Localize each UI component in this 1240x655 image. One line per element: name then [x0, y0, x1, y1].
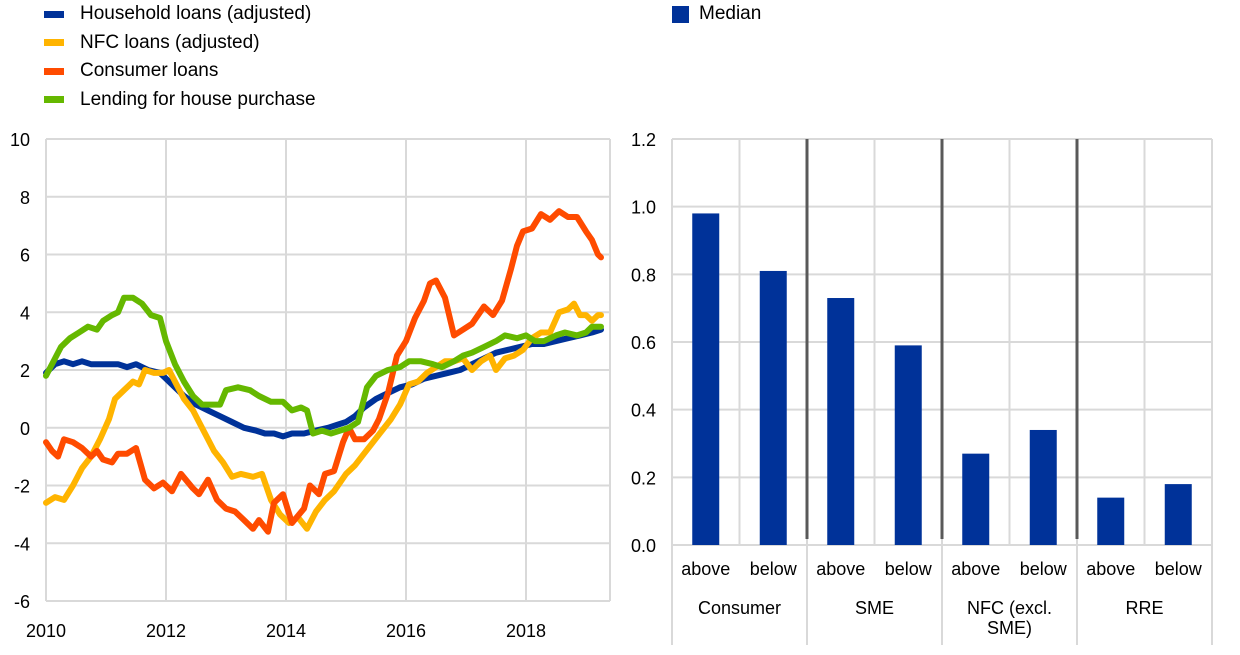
- line-chart-legend: Household loans (adjusted) NFC loans (ad…: [44, 0, 316, 114]
- y-tick-label: 0.2: [631, 468, 656, 488]
- x-tick-label: 2010: [26, 621, 66, 641]
- category-label: below: [1155, 559, 1203, 579]
- x-tick-label: 2012: [146, 621, 186, 641]
- bar-chart: 0.0 0.2 0.4 0.6 0.8 1.0 1.2 above below above belo…: [631, 130, 1213, 645]
- y-tick-label: 0: [20, 419, 30, 439]
- legend-swatch-household: [44, 10, 64, 18]
- y-tick-label: 10: [10, 130, 30, 150]
- y-tick-label: -2: [14, 477, 30, 497]
- series-line-consumer-loans: [43, 208, 604, 535]
- x-tick-label: 2014: [266, 621, 306, 641]
- bar-nfc-excl-sme-below: [1029, 429, 1057, 545]
- category-label: above: [816, 559, 865, 579]
- x-tick-label: 2018: [506, 621, 546, 641]
- legend-item-nfc: NFC loans (adjusted): [44, 29, 316, 58]
- legend-swatch-consumer: [44, 67, 64, 75]
- legend-swatch-median: [672, 5, 689, 23]
- legend-item-house-purchase: Lending for house purchase: [44, 86, 316, 115]
- legend-label-median: Median: [699, 3, 762, 24]
- legend-swatch-nfc: [44, 39, 64, 47]
- line-chart: -6 -4 -2 0 2 4 6 8 10 2010 2012 2014 2016 2018: [10, 130, 611, 641]
- bar-sme-below: [894, 345, 922, 545]
- legend-item-household: Household loans (adjusted): [44, 0, 316, 29]
- legend-swatch-house-purchase: [44, 96, 64, 104]
- bar-rre-below: [1164, 484, 1192, 545]
- y-tick-label: 8: [20, 188, 30, 208]
- group-label: SME: [855, 598, 894, 618]
- y-tick-label: 6: [20, 246, 30, 266]
- y-tick-label: 1.2: [631, 130, 656, 150]
- series-line-lending-for-house-purchase: [43, 294, 604, 437]
- bar-consumer-above: [692, 213, 720, 545]
- category-label: above: [681, 559, 730, 579]
- legend-label-house-purchase: Lending for house purchase: [80, 88, 316, 110]
- legend-label-nfc: NFC loans (adjusted): [80, 31, 260, 53]
- y-tick-label: 0.8: [631, 265, 656, 285]
- y-tick-label: -6: [14, 592, 30, 612]
- legend-item-median: Median: [672, 0, 761, 29]
- bar-nfc-excl-sme-above: [962, 453, 990, 545]
- x-tick-label: 2016: [386, 621, 426, 641]
- y-tick-label: 2: [20, 361, 30, 381]
- category-label: below: [1020, 559, 1068, 579]
- category-label: above: [951, 559, 1000, 579]
- y-tick-label: 1.0: [631, 198, 656, 218]
- bar-rre-above: [1097, 497, 1125, 545]
- group-label: Consumer: [698, 598, 781, 618]
- legend-item-consumer: Consumer loans: [44, 57, 316, 86]
- group-label: SME): [987, 618, 1032, 638]
- category-label: below: [750, 559, 798, 579]
- category-label: above: [1086, 559, 1135, 579]
- legend-label-household: Household loans (adjusted): [80, 3, 312, 24]
- bar-chart-legend: Median: [672, 0, 761, 29]
- y-tick-label: -4: [14, 534, 30, 554]
- group-label: NFC (excl.: [967, 598, 1052, 618]
- y-tick-label: 4: [20, 303, 30, 323]
- category-label: below: [885, 559, 933, 579]
- bar-consumer-below: [759, 270, 787, 545]
- group-label: RRE: [1125, 598, 1163, 618]
- legend-label-consumer: Consumer loans: [80, 60, 219, 81]
- bar-sme-above: [827, 298, 855, 545]
- series-line-nfc-loans-adjusted: [43, 300, 604, 532]
- y-tick-label: 0.0: [631, 536, 656, 556]
- y-tick-label: 0.4: [631, 401, 656, 421]
- y-tick-label: 0.6: [631, 333, 656, 353]
